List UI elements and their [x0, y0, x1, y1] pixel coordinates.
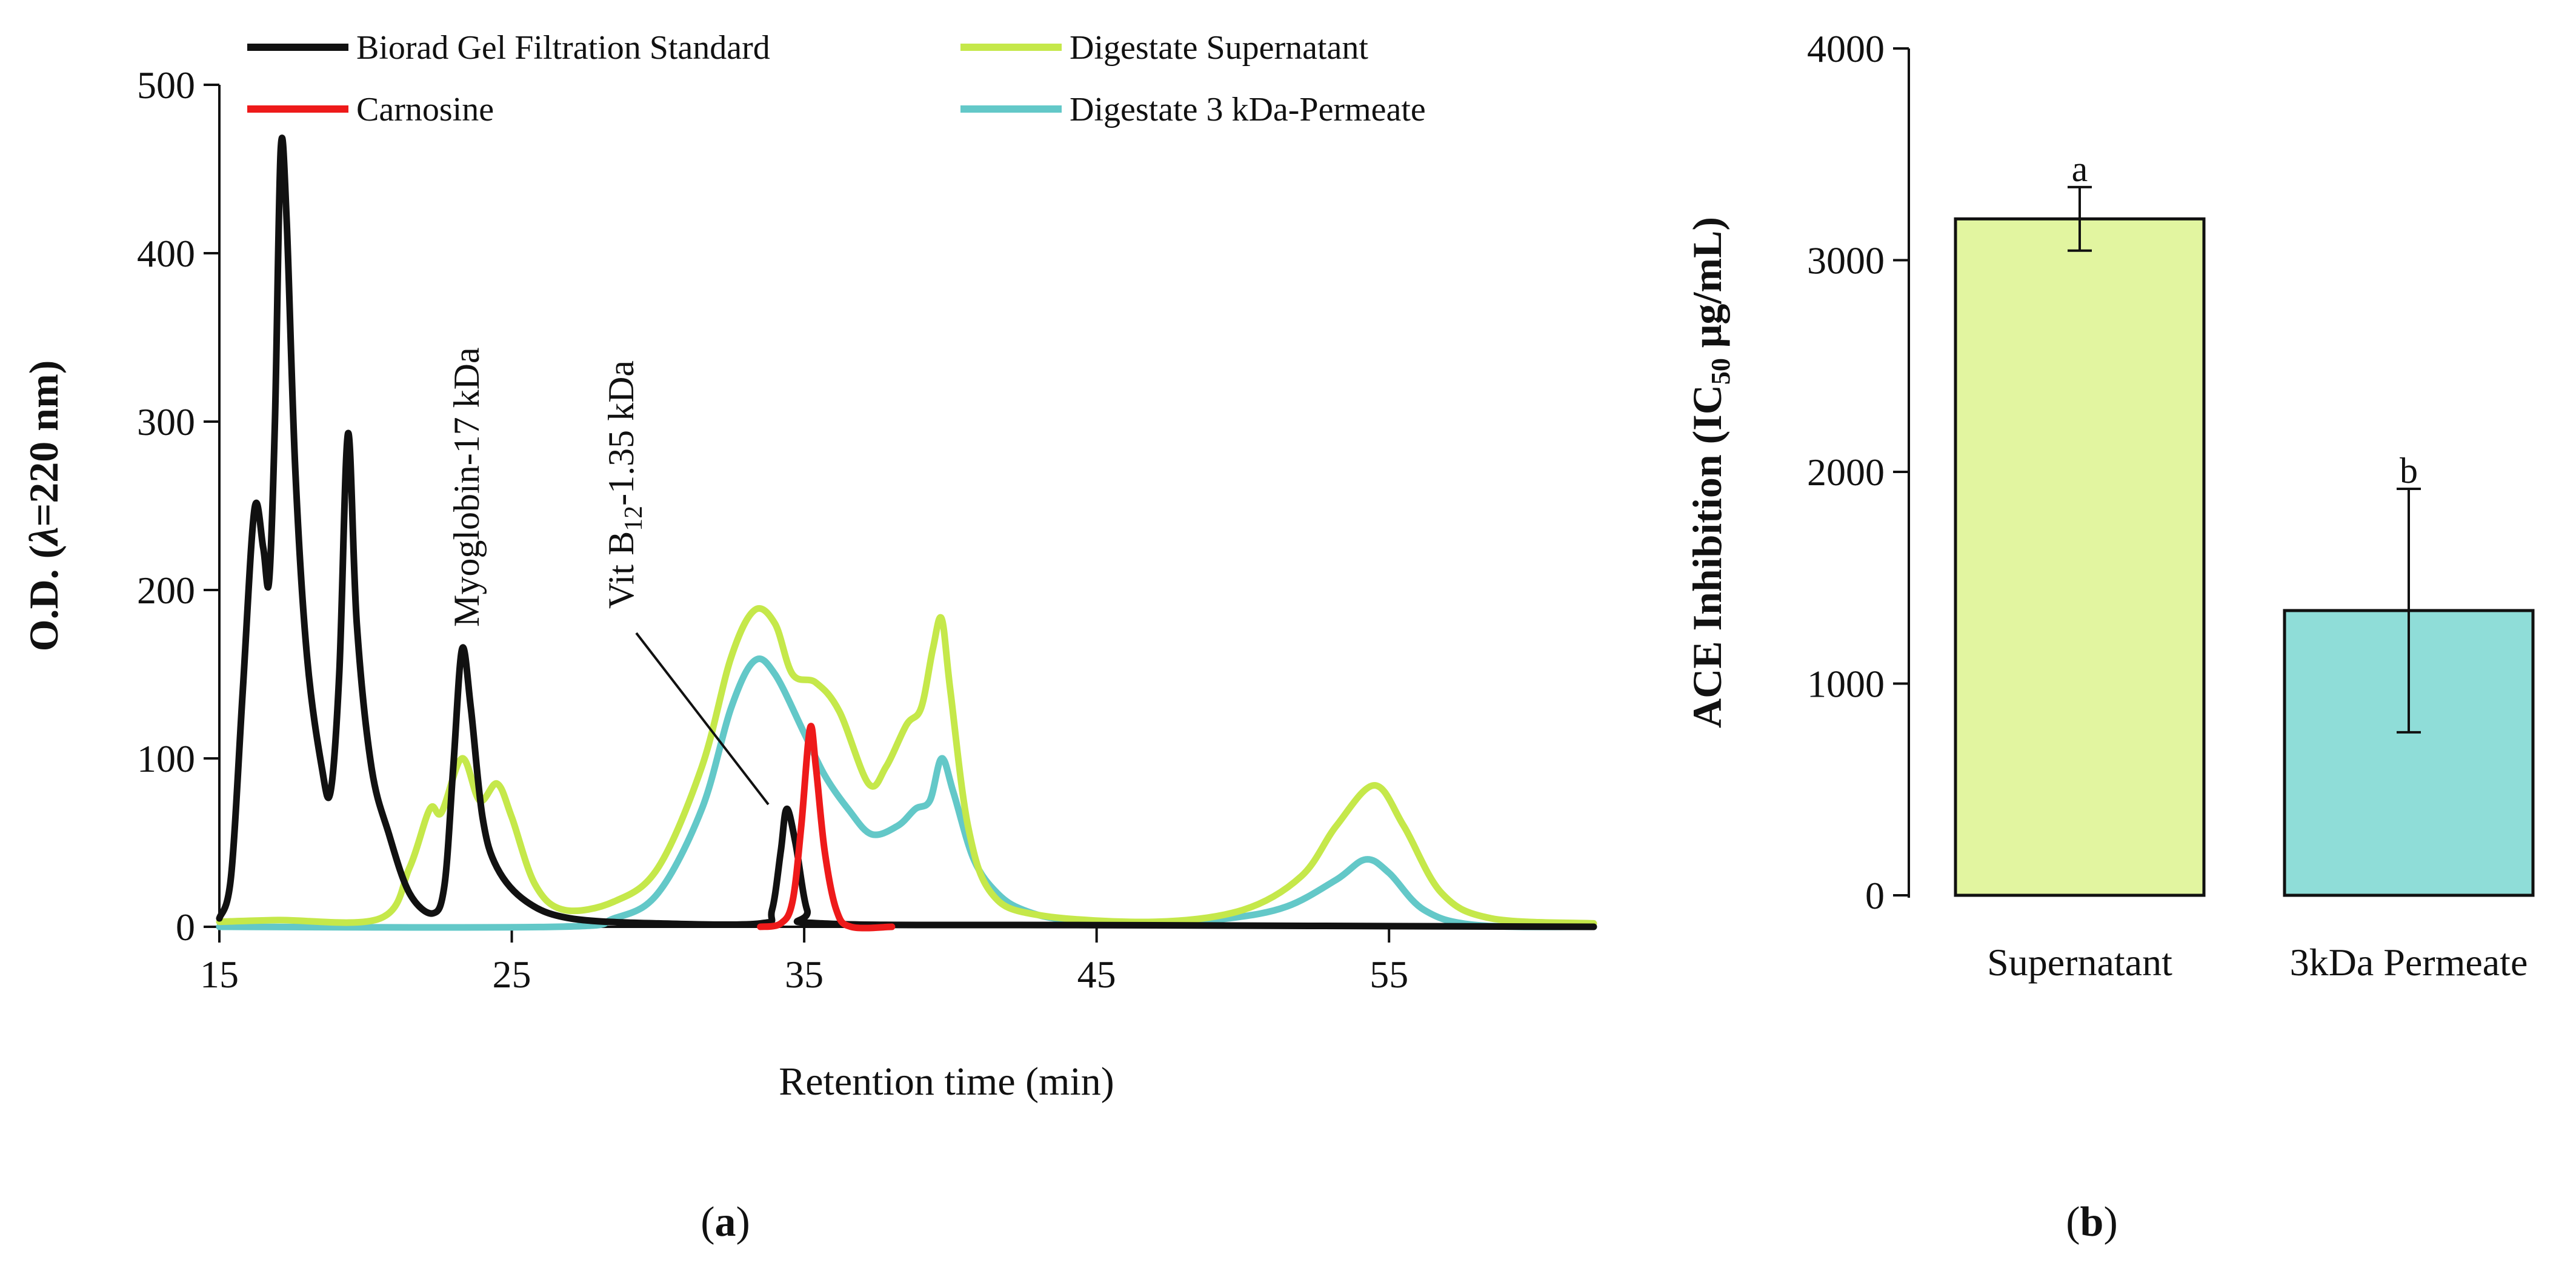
bar-supernatant	[1954, 217, 2206, 897]
x-tick-label: 25	[493, 953, 531, 996]
panel-label-b: (b)	[2066, 1199, 2118, 1245]
x-tick-label: 35	[785, 953, 824, 996]
y-tick-label: 400	[137, 232, 195, 275]
legend-label-carnosine: Carnosine	[356, 91, 494, 128]
b-y-tick-label: 4000	[1807, 27, 1885, 70]
legend: Biorad Gel Filtration Standard Carnosine…	[247, 29, 1426, 128]
series-group	[216, 134, 1597, 932]
x-tick-label: 45	[1077, 953, 1116, 996]
ace-bar-panel: 0 1000 2000 3000 4000 a Supernatant b 3kDa Perm…	[1684, 27, 2535, 1245]
x-tick-label: 15	[200, 953, 239, 996]
b-y-tick-label: 3000	[1807, 239, 1885, 282]
b-bar-group: a Supernatant b 3kDa Permeate	[1954, 149, 2535, 984]
y-tick-label: 500	[137, 64, 195, 107]
series-line-biorad-gel-filtration-standard	[216, 134, 1597, 930]
category-label: 3kDa Permeate	[2290, 941, 2528, 984]
y-tick-label: 0	[176, 906, 195, 949]
y-tick-group: 0 100 200 300 400 500	[137, 64, 219, 949]
legend-label-permeate: Digestate 3 kDa-Permeate	[1070, 91, 1426, 128]
x-tick-group: 15 25 35 45 55	[200, 927, 1408, 996]
y-axis-label: O.D. (λ=220 nm)	[21, 360, 67, 652]
b-y-tick-label: 1000	[1807, 663, 1885, 706]
x-axis-label: Retention time (min)	[779, 1059, 1114, 1104]
b-y-tick-group: 0 1000 2000 3000 4000	[1807, 27, 1909, 917]
b-y-tick-label: 0	[1865, 874, 1885, 917]
significance-letter: a	[2072, 149, 2088, 189]
legend-label-biorad: Biorad Gel Filtration Standard	[356, 29, 770, 67]
significance-letter: b	[2400, 451, 2418, 491]
panel-label-a: (a)	[701, 1199, 750, 1245]
chromatogram-panel: 0 100 200 300 400 500 15 25 35 45 55 O.D. (λ=220 …	[21, 29, 1597, 1245]
myoglobin-annotation: Myoglobin-17 kDa	[447, 347, 487, 627]
series-line-digestate-supernatant	[216, 605, 1597, 927]
series-line-digestate-3-kda-permeate	[216, 655, 1597, 931]
b-y-axis-label: ACE Inhibition (IC50 μg/mL)	[1684, 217, 1736, 728]
y-tick-label: 300	[137, 400, 195, 443]
x-tick-label: 55	[1370, 953, 1408, 996]
category-label: Supernatant	[1987, 941, 2172, 984]
series-line-carnosine	[757, 723, 896, 932]
y-tick-label: 100	[137, 737, 195, 780]
vitb12-annotation: Vit B12-1.35 kDa	[601, 360, 648, 609]
y-tick-label: 200	[137, 569, 195, 612]
b-y-tick-label: 2000	[1807, 451, 1885, 494]
legend-label-supernatant: Digestate Supernatant	[1070, 29, 1368, 67]
vitb12-pointer-line	[635, 632, 770, 806]
